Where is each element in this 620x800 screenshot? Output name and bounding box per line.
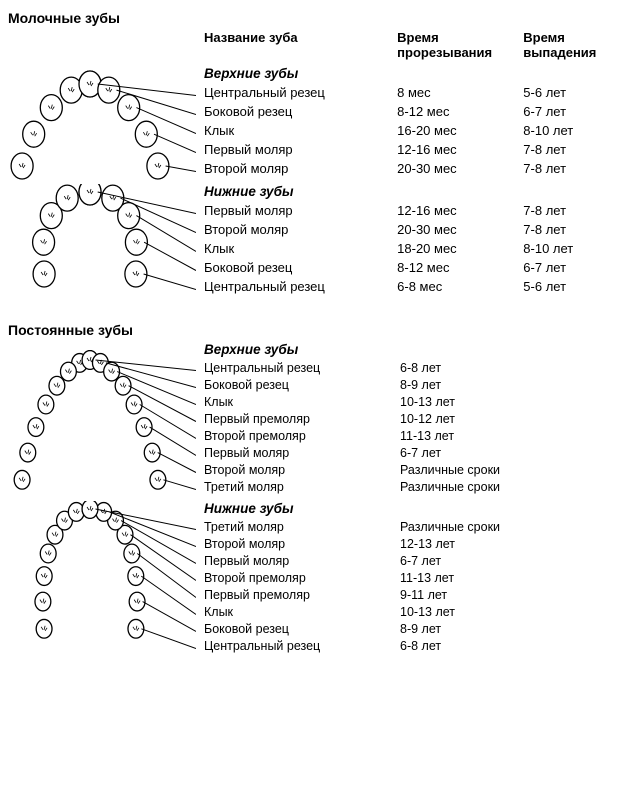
tooth-name: Боковой резец xyxy=(204,378,400,392)
tooth-eruption: 10-12 лет xyxy=(400,412,528,426)
arch-subtitle: Верхние зубы xyxy=(204,342,612,357)
tooth-name: Первый премоляр xyxy=(204,412,400,426)
tooth-loss: 7-8 лет xyxy=(523,142,612,157)
tooth-eruption: 18-20 мес xyxy=(397,241,523,256)
header-name: Название зуба xyxy=(204,30,397,60)
arch-block: Верхние зубы Центральный резец6-8 летБоко… xyxy=(8,342,612,495)
tooth-eruption: 16-20 мес xyxy=(397,123,523,138)
tooth-eruption: 20-30 мес xyxy=(397,161,523,176)
tooth-eruption: 6-7 лет xyxy=(400,554,528,568)
teeth-diagram xyxy=(8,342,196,498)
tooth-eruption: 11-13 лет xyxy=(400,429,528,443)
arch-subtitle: Нижние зубы xyxy=(204,501,612,516)
tooth-name: Центральный резец xyxy=(204,279,397,294)
header-loss: Время выпадения xyxy=(523,30,612,60)
tooth-loss: 5-6 лет xyxy=(523,85,612,100)
tooth-loss: 6-7 лет xyxy=(523,104,612,119)
teeth-diagram xyxy=(8,501,196,657)
tooth-name: Второй моляр xyxy=(204,463,400,477)
tooth-name: Клык xyxy=(204,605,400,619)
tooth-name: Третий моляр xyxy=(204,520,400,534)
tooth-eruption: 6-8 мес xyxy=(397,279,523,294)
tooth-name: Первый моляр xyxy=(204,554,400,568)
tooth-name: Второй моляр xyxy=(204,161,397,176)
tooth-name: Клык xyxy=(204,395,400,409)
tooth-eruption: 10-13 лет xyxy=(400,395,528,409)
tooth-eruption: Различные сроки xyxy=(400,463,528,477)
tooth-name: Второй премоляр xyxy=(204,429,400,443)
tooth-loss: 6-7 лет xyxy=(523,260,612,275)
tooth-eruption: 11-13 лет xyxy=(400,571,528,585)
arch-subtitle: Верхние зубы xyxy=(204,66,612,81)
tooth-eruption: 8-12 мес xyxy=(397,260,523,275)
tooth-loss: 7-8 лет xyxy=(523,222,612,237)
arch-subtitle: Нижние зубы xyxy=(204,184,612,199)
tooth-loss: 5-6 лет xyxy=(523,279,612,294)
tooth-name: Второй моляр xyxy=(204,222,397,237)
tooth-name: Второй премоляр xyxy=(204,571,400,585)
tooth-eruption: Различные сроки xyxy=(400,480,528,494)
teeth-diagram xyxy=(8,66,196,181)
tooth-name: Боковой резец xyxy=(204,260,397,275)
tooth-eruption: 12-13 лет xyxy=(400,537,528,551)
tooth-eruption: 6-7 лет xyxy=(400,446,528,460)
teeth-diagram xyxy=(8,184,196,299)
tooth-name: Первый моляр xyxy=(204,446,400,460)
arch-block: Верхние зубы Центральный резец8 мес5-6 ле… xyxy=(8,66,612,178)
arch-block: Нижние зубы Первый моляр12-16 мес7-8 лет В… xyxy=(8,184,612,296)
tooth-loss: 8-10 лет xyxy=(523,241,612,256)
section-title: Молочные зубы xyxy=(8,10,612,26)
tooth-name: Боковой резец xyxy=(204,104,397,119)
tooth-eruption: 9-11 лет xyxy=(400,588,528,602)
tooth-name: Третий моляр xyxy=(204,480,400,494)
tooth-loss: 7-8 лет xyxy=(523,161,612,176)
tooth-loss: 8-10 лет xyxy=(523,123,612,138)
section: Молочные зубы Название зубаВремя прорезыв… xyxy=(8,10,612,296)
section-title: Постоянные зубы xyxy=(8,322,612,338)
tooth-name: Первый моляр xyxy=(204,203,397,218)
tooth-eruption: 6-8 лет xyxy=(400,361,528,375)
column-headers: Название зубаВремя прорезыванияВремя вып… xyxy=(8,30,612,60)
tooth-eruption: 12-16 мес xyxy=(397,203,523,218)
tooth-name: Боковой резец xyxy=(204,622,400,636)
tooth-name: Центральный резец xyxy=(204,85,397,100)
tooth-loss: 7-8 лет xyxy=(523,203,612,218)
tooth-name: Первый моляр xyxy=(204,142,397,157)
tooth-eruption: 8-12 мес xyxy=(397,104,523,119)
tooth-eruption: 8 мес xyxy=(397,85,523,100)
section: Постоянные зубы Верхние зубы Центральный р… xyxy=(8,322,612,654)
tooth-eruption: 10-13 лет xyxy=(400,605,528,619)
tooth-name: Клык xyxy=(204,123,397,138)
arch-block: Нижние зубыТретий молярРазличные срокиВт… xyxy=(8,501,612,654)
tooth-name: Второй моляр xyxy=(204,537,400,551)
tooth-eruption: 8-9 лет xyxy=(400,378,528,392)
tooth-eruption: 12-16 мес xyxy=(397,142,523,157)
header-eruption: Время прорезывания xyxy=(397,30,523,60)
tooth-name: Клык xyxy=(204,241,397,256)
tooth-name: Центральный резец xyxy=(204,361,400,375)
tooth-name: Центральный резец xyxy=(204,639,400,653)
tooth-eruption: 8-9 лет xyxy=(400,622,528,636)
tooth-eruption: Различные сроки xyxy=(400,520,528,534)
tooth-name: Первый премоляр xyxy=(204,588,400,602)
tooth-eruption: 6-8 лет xyxy=(400,639,528,653)
tooth-eruption: 20-30 мес xyxy=(397,222,523,237)
